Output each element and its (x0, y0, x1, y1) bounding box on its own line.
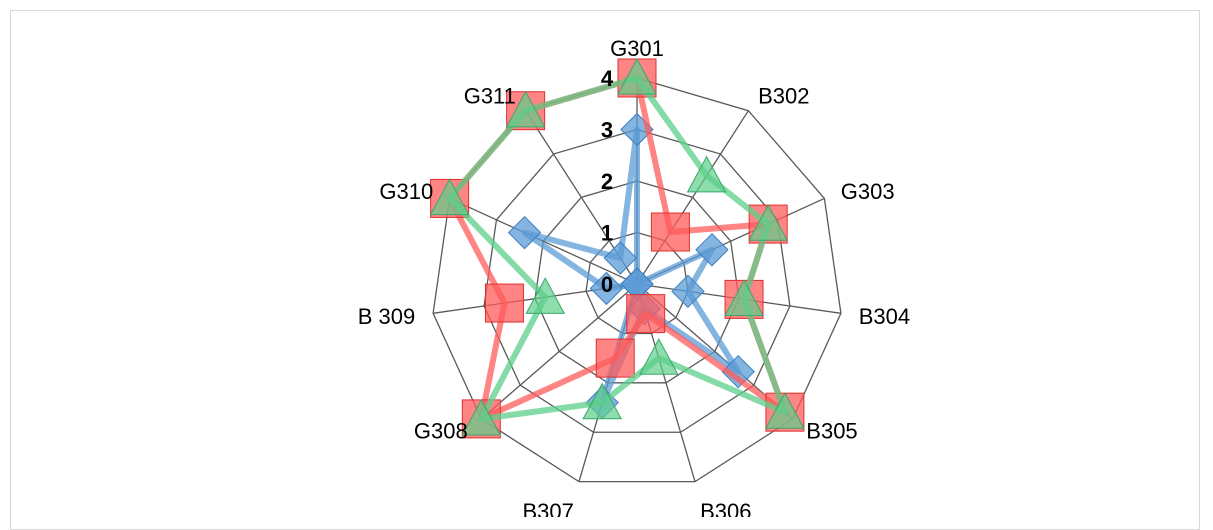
series-point-diamond (671, 274, 705, 309)
series-point-square (484, 283, 524, 323)
series-point-triangle (765, 392, 805, 429)
series-group (429, 57, 805, 436)
series-point-square (650, 212, 690, 252)
category-label: B302 (758, 84, 809, 109)
series-point-diamond (589, 271, 624, 306)
tick-label: 1 (601, 221, 613, 246)
category-label: G303 (841, 179, 895, 204)
series-point-triangle (724, 279, 764, 317)
category-label: B 309 (358, 304, 416, 329)
tick-label: 2 (601, 169, 613, 194)
series-point-square (595, 338, 635, 378)
tick-label: 3 (601, 118, 613, 143)
series-point-diamond (721, 354, 755, 389)
category-label: G310 (379, 179, 433, 204)
grid-spoke (636, 110, 749, 285)
series-point-square (626, 294, 666, 334)
series-point-diamond (603, 241, 638, 275)
grid-spoke (449, 197, 638, 285)
category-label: G308 (414, 419, 468, 444)
series-point-triangle (686, 155, 727, 193)
grid-ring (585, 231, 689, 335)
series-point-triangle (505, 90, 546, 128)
tick-label: 0 (601, 272, 613, 297)
series-point-triangle (638, 338, 679, 375)
category-label: B305 (806, 419, 857, 444)
series-point-diamond (695, 233, 729, 267)
series-line (446, 75, 788, 422)
category-label: G311 (464, 84, 516, 109)
radar-chart: 0 1 2 3 4 G301 B302 G303 B304 B305 B306 B307 G308 B 3… (358, 36, 910, 517)
series-point-diamond (507, 215, 542, 250)
series-point-triangle (461, 398, 502, 436)
grid-ring (534, 180, 740, 384)
series-point-triangle (617, 57, 657, 95)
category-label: B306 (700, 499, 751, 517)
series-point-triangle (748, 204, 789, 241)
series-point-triangle (525, 277, 566, 314)
grid-spoke (480, 283, 638, 420)
category-label: B304 (859, 304, 910, 329)
series-point-triangle (429, 178, 470, 216)
category-label: G301 (610, 36, 664, 61)
tick-label: 4 (601, 66, 614, 91)
radar-series (429, 57, 805, 439)
radar-labels: 0 1 2 3 4 G301 B302 G303 B304 B305 B306 B307 G308 B 3… (358, 36, 910, 517)
category-label: B307 (523, 499, 574, 517)
series-point-triangle (582, 382, 623, 420)
